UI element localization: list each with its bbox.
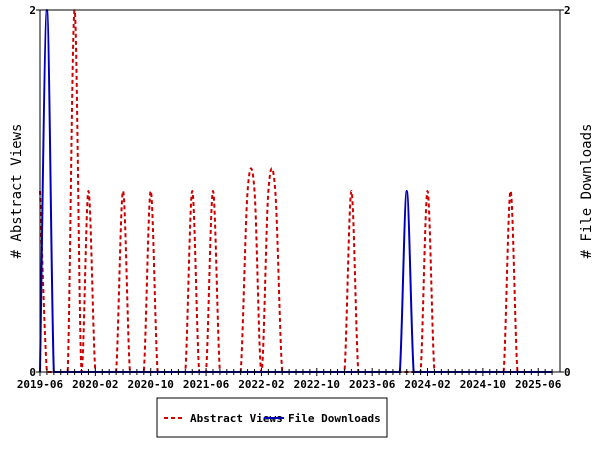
x-tick-label: 2020-10 (128, 378, 174, 391)
x-tick-label: 2024-10 (460, 378, 506, 391)
x-tick-label: 2021-06 (183, 378, 230, 391)
series-line-abstract-views (40, 10, 552, 372)
x-tick-label: 2025-06 (515, 378, 562, 391)
x-tick-label: 2022-10 (294, 378, 340, 391)
x-tick-label: 2020-02 (72, 378, 118, 391)
y-axis-title-right: # File Downloads (579, 124, 595, 259)
y-tick-right-0: 0 (564, 366, 571, 379)
plot-frame (40, 10, 560, 372)
y-tick-left-0: 0 (29, 366, 36, 379)
y-tick-left-2: 2 (29, 4, 36, 17)
x-tick-label: 2023-06 (349, 378, 396, 391)
legend: Abstract Views File Downloads (157, 398, 387, 437)
x-tick-label: 2022-02 (238, 378, 284, 391)
series-line-file-downloads (40, 10, 552, 372)
x-tick-label: 2019-06 (17, 378, 64, 391)
x-tick-label: 2024-02 (404, 378, 450, 391)
y-axis-title-left: # Abstract Views (9, 124, 25, 259)
legend-label-file-downloads: File Downloads (288, 412, 381, 425)
y-tick-right-2: 2 (564, 4, 571, 17)
